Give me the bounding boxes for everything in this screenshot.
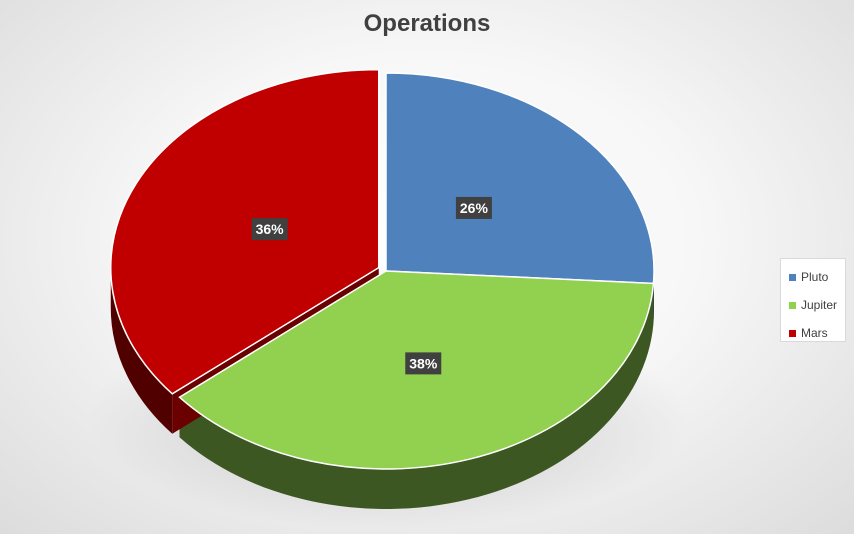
legend-swatch-jupiter xyxy=(789,301,796,309)
pie-slice-pluto xyxy=(385,72,655,285)
data-label-text-pluto: 26% xyxy=(460,200,489,216)
pie-labels: 26% 38% 36% xyxy=(251,196,492,375)
pie-slice-mars xyxy=(110,68,380,395)
data-label-pluto: 26% xyxy=(455,196,492,219)
pie-side-jupiter xyxy=(179,283,654,509)
legend-item-pluto: Pluto xyxy=(789,263,845,291)
legend-label-mars: Mars xyxy=(801,326,828,340)
data-label-box-pluto xyxy=(455,196,492,219)
legend-label-pluto: Pluto xyxy=(801,270,829,284)
legend-swatch-pluto xyxy=(789,273,796,281)
legend-item-jupiter: Jupiter xyxy=(789,291,845,319)
pie-side-mars xyxy=(110,267,173,434)
data-label-mars: 36% xyxy=(251,218,288,241)
pie-tops xyxy=(110,68,655,470)
data-label-box-jupiter xyxy=(405,352,442,375)
data-label-jupiter: 38% xyxy=(405,352,442,375)
legend-label-jupiter: Jupiter xyxy=(801,298,838,312)
chart-title: Operations xyxy=(363,10,491,37)
legend-swatch-mars xyxy=(789,329,796,337)
data-label-text-jupiter: 38% xyxy=(409,355,438,371)
legend-item-mars: Mars xyxy=(789,319,845,347)
data-label-text-mars: 36% xyxy=(256,221,285,237)
legend: Pluto Jupiter Mars xyxy=(780,258,846,342)
data-label-box-mars xyxy=(251,218,288,241)
